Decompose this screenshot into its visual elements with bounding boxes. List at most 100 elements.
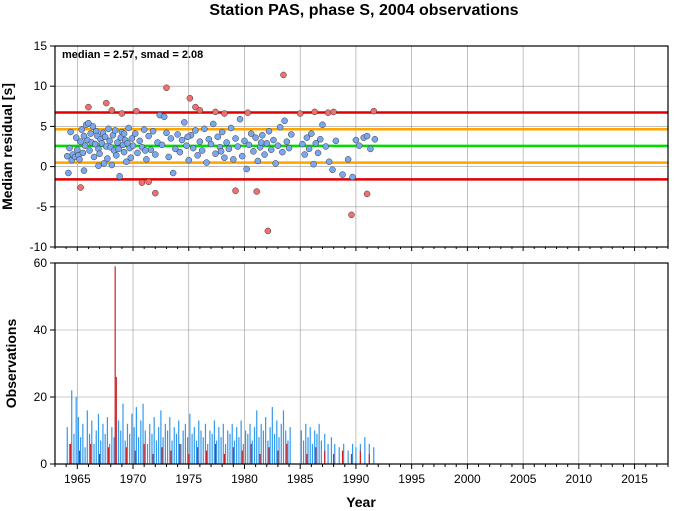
- residual-point: [332, 137, 340, 145]
- residual-point: [270, 136, 277, 144]
- observation-bar: [178, 420, 180, 464]
- x-tick-label: 2000: [454, 472, 481, 486]
- observation-bar: [324, 450, 326, 464]
- residual-point: [194, 152, 201, 159]
- residual-point: [185, 156, 192, 164]
- observation-bar: [160, 410, 162, 464]
- observation-bar: [91, 420, 93, 464]
- residual-point: [314, 149, 322, 157]
- residual-point: [79, 149, 87, 157]
- residual-point: [212, 150, 219, 157]
- observation-bar: [135, 407, 137, 464]
- observation-bar: [144, 430, 146, 464]
- residual-point: [90, 153, 98, 161]
- observation-bar: [155, 440, 158, 464]
- observation-bar: [179, 443, 181, 464]
- observation-bar: [218, 427, 220, 464]
- observation-bar: [343, 443, 345, 464]
- residual-point: [89, 123, 97, 130]
- residual-point: [186, 95, 194, 102]
- residual-point: [203, 159, 210, 166]
- observation-bar: [287, 440, 289, 464]
- residual-point: [169, 169, 177, 177]
- x-axis-label: Year: [346, 494, 376, 510]
- residual-point: [140, 126, 148, 133]
- residual-point: [158, 141, 166, 149]
- observation-bar: [338, 447, 340, 464]
- observation-bar: [260, 423, 262, 464]
- observation-bar: [117, 420, 120, 464]
- residual-point: [322, 143, 330, 150]
- residual-point: [227, 124, 235, 132]
- observation-bar: [134, 450, 136, 464]
- observation-bar: [238, 437, 240, 464]
- residual-point: [138, 179, 146, 186]
- observation-bar: [77, 417, 80, 464]
- observations-bars: [66, 266, 375, 464]
- observation-bar: [327, 443, 329, 464]
- residual-point: [281, 117, 288, 125]
- observation-bar: [334, 443, 336, 464]
- residual-point: [201, 125, 208, 133]
- residual-point: [339, 171, 346, 178]
- residual-point: [77, 138, 84, 145]
- residual-point: [113, 152, 120, 159]
- residual-point: [91, 140, 99, 148]
- observation-bar: [247, 433, 249, 464]
- observation-bar: [102, 423, 104, 464]
- residual-point: [263, 140, 271, 147]
- observation-bar: [311, 443, 314, 464]
- residual-point: [257, 139, 265, 146]
- observation-bar: [259, 453, 261, 464]
- observation-bar: [227, 430, 229, 464]
- y-tick-label: 5: [40, 119, 47, 133]
- residual-point: [243, 165, 250, 173]
- chart-title: Station PAS, phase S, 2004 observations: [209, 2, 518, 19]
- observation-bar: [180, 443, 182, 464]
- observation-bar: [211, 433, 213, 464]
- residual-point: [348, 211, 355, 219]
- y-tick-label: 15: [34, 39, 48, 53]
- residual-point: [261, 151, 268, 158]
- observation-bar: [232, 447, 234, 464]
- residual-point: [363, 132, 371, 140]
- residual-point: [78, 126, 85, 133]
- residual-frame: [54, 45, 669, 248]
- observation-bar: [244, 430, 247, 464]
- residual-point: [367, 145, 374, 153]
- observation-bar: [324, 433, 326, 464]
- observation-bar: [104, 433, 106, 464]
- y-tick-label: 20: [34, 390, 48, 404]
- residual-point: [196, 107, 204, 114]
- observation-bar: [314, 430, 316, 464]
- residual-point: [85, 103, 92, 111]
- residual-point: [267, 146, 275, 153]
- observation-bar: [158, 427, 160, 464]
- observation-bar: [133, 427, 135, 464]
- residual-point: [225, 145, 233, 153]
- residual-point: [133, 107, 140, 115]
- residual-point: [167, 135, 175, 142]
- residual-point: [80, 132, 88, 140]
- residual-point: [217, 148, 225, 155]
- observation-bar: [197, 447, 199, 464]
- residual-point: [160, 113, 168, 121]
- residual-point: [85, 119, 92, 127]
- observation-bar: [271, 407, 273, 464]
- residual-point: [103, 99, 110, 107]
- residual-point: [221, 154, 228, 162]
- observation-bar: [142, 403, 144, 464]
- observation-bar: [280, 423, 282, 464]
- residual-point: [250, 148, 257, 155]
- observation-bar: [113, 437, 115, 464]
- observation-bar: [114, 266, 116, 464]
- residual-point: [116, 172, 123, 180]
- residual-annotation: median = 2.57, smad = 2.08: [62, 49, 203, 61]
- observation-bar: [149, 423, 151, 464]
- observation-bar: [164, 423, 166, 464]
- residual-point: [65, 169, 72, 177]
- observation-bar: [242, 443, 244, 464]
- observation-bar: [84, 447, 86, 464]
- x-tick-label: 1990: [343, 472, 370, 486]
- x-tick-label: 1975: [175, 472, 202, 486]
